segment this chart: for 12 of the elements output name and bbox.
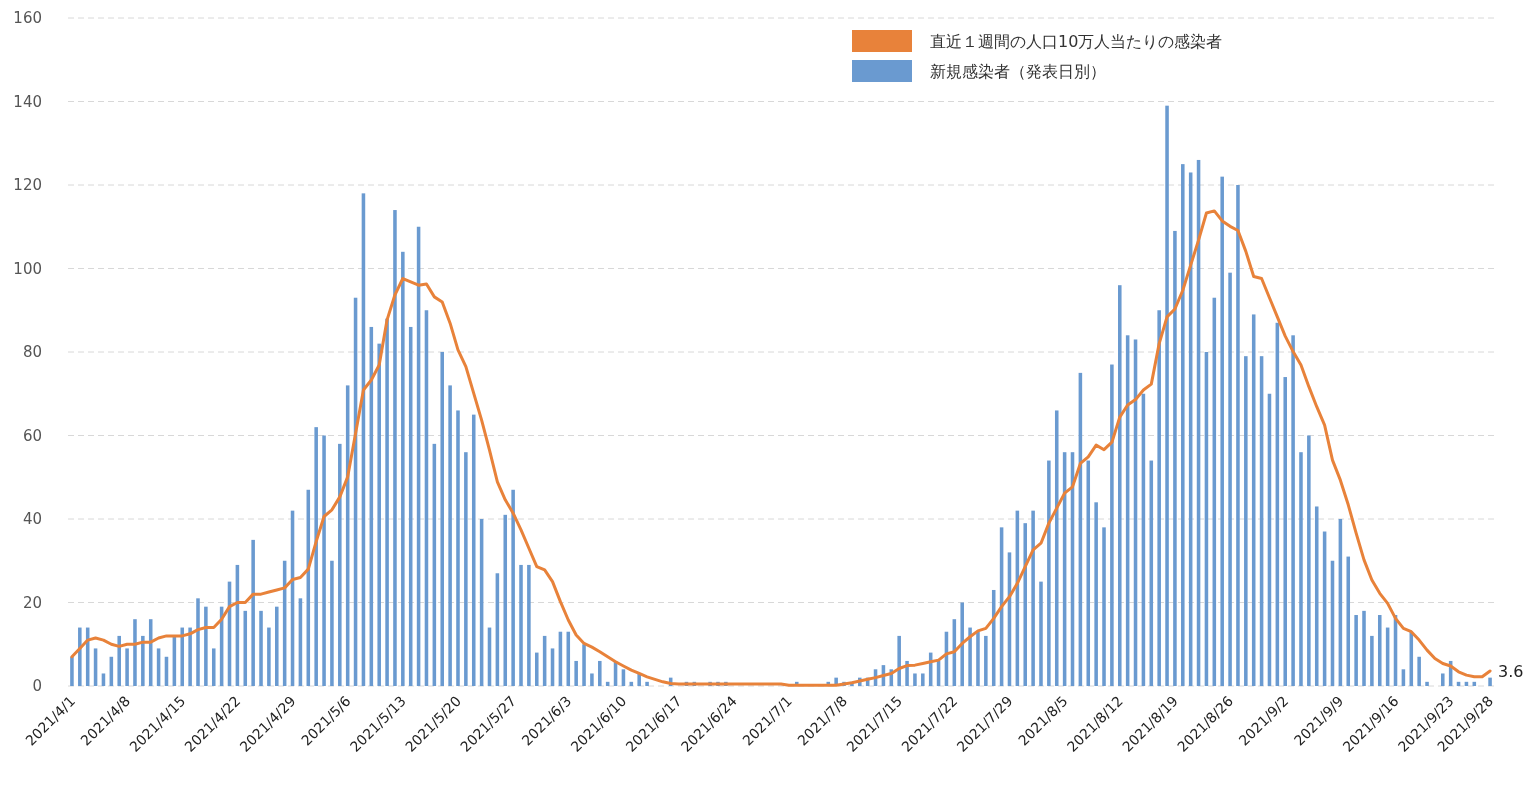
y-tick-label: 40 [22, 510, 42, 528]
annotation: 3.6 [1498, 661, 1524, 681]
y-tick-label: 0 [32, 677, 42, 695]
y-tick-label: 140 [13, 92, 42, 111]
y-tick-label: 100 [13, 259, 42, 278]
y-tick-label: 160 [13, 9, 42, 27]
legend-label: 新規感染者（発表日別） [930, 62, 1106, 81]
y-tick-label: 80 [22, 343, 42, 361]
y-tick-label: 120 [13, 176, 42, 194]
y-tick-label: 20 [22, 593, 42, 612]
y-tick-label: 60 [22, 426, 42, 445]
legend-label: 直近１週間の人口10万人当たりの感染者 [930, 32, 1223, 51]
